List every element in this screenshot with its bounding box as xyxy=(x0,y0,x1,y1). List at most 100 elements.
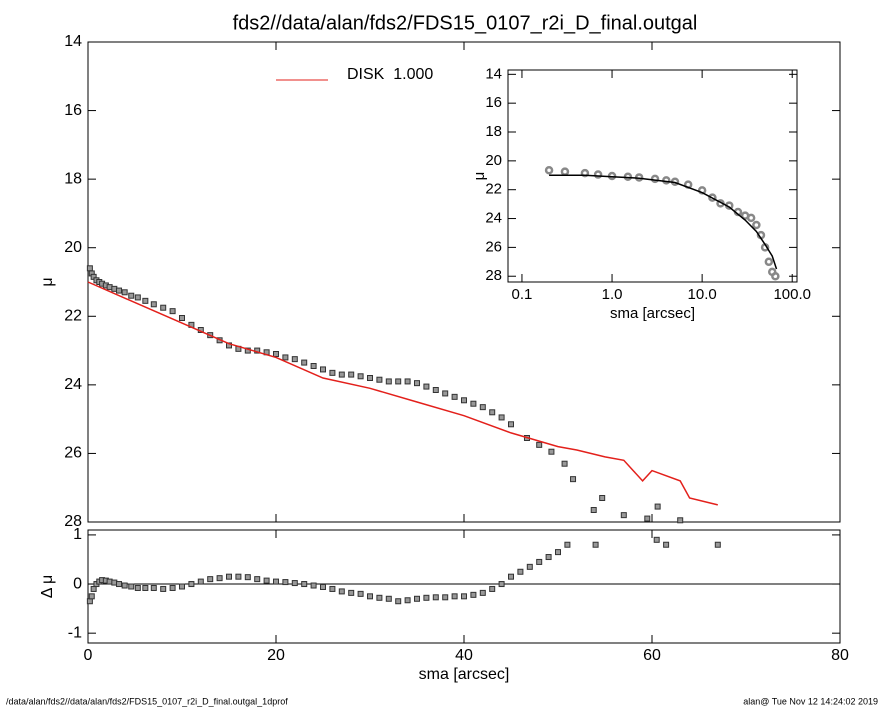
data-point xyxy=(385,378,392,385)
data-point xyxy=(536,441,543,448)
data-point xyxy=(526,563,533,570)
x-tick-label: 80 xyxy=(831,647,849,664)
plot-frame xyxy=(507,69,798,283)
data-point xyxy=(273,351,279,357)
data-point xyxy=(654,503,661,510)
data-point xyxy=(653,536,660,543)
x-tick-label: 10.0 xyxy=(688,286,717,303)
data-point xyxy=(263,577,270,584)
data-point xyxy=(338,371,345,378)
data-point xyxy=(160,585,167,592)
data-point xyxy=(348,371,355,378)
y-tick-label: 28 xyxy=(485,267,502,284)
y-tick-label: 18 xyxy=(485,123,502,140)
data-point xyxy=(395,378,402,385)
data-point xyxy=(150,584,157,591)
data-point xyxy=(771,271,780,281)
x-tick-label: 100.0 xyxy=(773,286,811,303)
data-point xyxy=(544,165,554,175)
x-tick-label: 20 xyxy=(267,647,285,664)
y-tick-label: 16 xyxy=(64,102,82,119)
data-point xyxy=(432,594,439,601)
x-tick-label: 40 xyxy=(455,647,473,664)
data-point xyxy=(116,581,123,588)
data-point xyxy=(470,400,477,407)
data-point xyxy=(310,363,317,369)
data-point xyxy=(590,507,597,513)
data-point xyxy=(764,257,774,267)
data-point xyxy=(746,213,756,223)
footer-right: alan@ Tue Nov 12 14:24:02 2019 xyxy=(743,696,878,706)
data-point xyxy=(310,582,317,589)
data-point xyxy=(423,594,430,601)
y-tick-label: 20 xyxy=(64,239,82,256)
data-point xyxy=(498,414,505,421)
y-axis-label: μ xyxy=(471,172,488,181)
data-point xyxy=(357,373,364,380)
y-tick-label: 18 xyxy=(64,170,82,187)
x-tick-label: 0 xyxy=(84,647,93,664)
data-point xyxy=(385,595,392,602)
model-line xyxy=(549,174,778,270)
data-point xyxy=(329,369,336,376)
data-point xyxy=(555,549,561,556)
data-point xyxy=(367,593,373,600)
data-point xyxy=(367,375,373,381)
data-point xyxy=(650,174,660,184)
data-point xyxy=(244,574,251,581)
data-point xyxy=(599,495,606,501)
y-tick-label: 16 xyxy=(485,94,502,111)
data-point xyxy=(376,376,383,383)
data-point xyxy=(395,598,402,605)
data-point xyxy=(570,476,577,483)
data-point xyxy=(179,583,185,590)
legend-label: DISK 1.000 xyxy=(347,66,433,83)
data-point xyxy=(207,576,214,583)
data-point xyxy=(116,287,123,294)
data-point xyxy=(644,515,651,522)
data-point xyxy=(90,585,97,592)
data-point xyxy=(134,584,141,591)
data-point xyxy=(301,359,308,366)
y-tick-label: 28 xyxy=(64,513,82,530)
data-point xyxy=(479,404,486,411)
data-point xyxy=(489,585,496,592)
data-point xyxy=(301,581,308,588)
data-point xyxy=(451,593,458,600)
data-point xyxy=(564,541,571,548)
data-point xyxy=(498,581,505,588)
data-point xyxy=(235,573,242,580)
data-point xyxy=(714,541,721,548)
data-point xyxy=(142,297,149,304)
data-point xyxy=(536,558,543,565)
data-point xyxy=(226,573,232,580)
y-tick-label: 0 xyxy=(73,575,82,592)
data-point xyxy=(508,421,514,428)
data-point xyxy=(470,591,477,598)
data-point xyxy=(620,512,627,519)
y-tick-label: 14 xyxy=(485,65,502,82)
x-axis-label: sma [arcsec] xyxy=(419,666,510,683)
data-point xyxy=(592,541,599,548)
data-point xyxy=(291,356,298,363)
data-point xyxy=(197,578,204,585)
x-axis-label: sma [arcsec] xyxy=(610,305,695,322)
data-point xyxy=(273,578,279,585)
data-point xyxy=(376,594,383,601)
data-point xyxy=(291,580,298,587)
x-tick-label: 60 xyxy=(643,647,661,664)
data-point xyxy=(142,584,149,591)
data-point xyxy=(169,584,176,591)
data-point xyxy=(663,541,670,548)
data-point xyxy=(548,448,555,455)
data-point xyxy=(442,390,449,397)
y-tick-label: 26 xyxy=(485,238,502,255)
data-point xyxy=(451,393,458,400)
data-point xyxy=(188,581,195,588)
data-point xyxy=(282,354,289,361)
data-point xyxy=(128,583,135,590)
data-point xyxy=(561,460,568,467)
x-tick-label: 1.0 xyxy=(602,286,623,303)
data-point xyxy=(320,366,326,373)
